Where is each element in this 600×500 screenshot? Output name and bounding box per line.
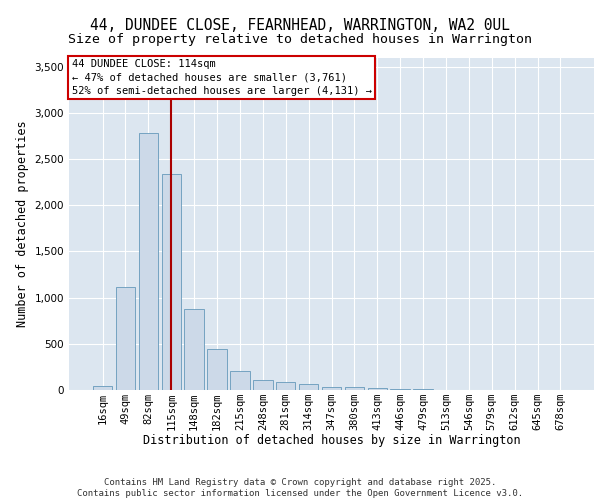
Text: 44, DUNDEE CLOSE, FEARNHEAD, WARRINGTON, WA2 0UL: 44, DUNDEE CLOSE, FEARNHEAD, WARRINGTON,… (90, 18, 510, 32)
Bar (116, 286, 135, 390)
Bar (413, 389, 433, 390)
Bar (253, 380, 272, 390)
Bar (93, 386, 112, 390)
Bar (299, 384, 319, 390)
Bar (139, 133, 158, 390)
Bar (184, 308, 204, 390)
Bar (391, 388, 410, 390)
Bar (344, 387, 364, 390)
Y-axis label: Number of detached properties: Number of detached properties (16, 120, 29, 327)
Bar (322, 387, 341, 390)
Bar (208, 350, 227, 390)
Bar (161, 174, 181, 390)
Bar (230, 371, 250, 390)
Bar (368, 388, 387, 390)
Text: Contains HM Land Registry data © Crown copyright and database right 2025.
Contai: Contains HM Land Registry data © Crown c… (77, 478, 523, 498)
X-axis label: Distribution of detached houses by size in Warrington: Distribution of detached houses by size … (143, 434, 520, 448)
Text: 44 DUNDEE CLOSE: 114sqm
← 47% of detached houses are smaller (3,761)
52% of semi: 44 DUNDEE CLOSE: 114sqm ← 47% of detache… (71, 59, 371, 96)
Bar (276, 382, 295, 390)
Text: Size of property relative to detached houses in Warrington: Size of property relative to detached ho… (68, 32, 532, 46)
